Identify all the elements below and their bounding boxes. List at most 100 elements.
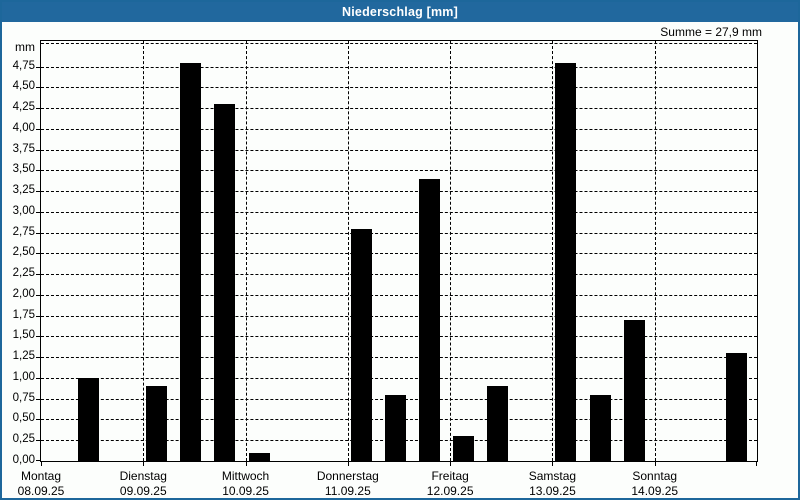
y-tick-label: 2,75 xyxy=(12,225,35,238)
gridline-horizontal xyxy=(41,66,757,68)
y-axis-unit-label: mm xyxy=(15,40,35,54)
gridline-horizontal xyxy=(41,357,757,359)
gridline-horizontal xyxy=(41,108,757,110)
y-tick-label: 2,50 xyxy=(12,246,35,259)
x-axis-date-label: 08.09.25 xyxy=(17,484,65,498)
precipitation-bar xyxy=(350,228,372,461)
y-tick-mark xyxy=(36,377,41,379)
x-axis-date-label: 09.09.25 xyxy=(119,484,167,498)
gridline-horizontal xyxy=(41,191,757,193)
precipitation-bar xyxy=(453,436,475,461)
y-tick-mark xyxy=(36,294,41,296)
gridline-horizontal xyxy=(41,315,757,317)
y-tick-label: 0,00 xyxy=(12,454,35,466)
y-tick-mark xyxy=(36,460,41,461)
y-tick-mark xyxy=(36,108,41,110)
gridline-vertical xyxy=(347,41,349,461)
gridline-horizontal xyxy=(41,170,757,172)
precipitation-bar xyxy=(214,104,236,461)
y-tick-label: 4,50 xyxy=(12,80,35,93)
y-tick-mark xyxy=(36,149,41,151)
y-tick-mark xyxy=(36,315,41,317)
y-tick-label: 0,75 xyxy=(12,391,35,404)
x-tick-mark xyxy=(245,461,247,466)
x-axis-day-label: Mittwoch xyxy=(221,469,270,483)
y-tick-label: 4,75 xyxy=(12,59,35,72)
y-tick-label: 1,00 xyxy=(12,370,35,383)
precipitation-bar xyxy=(487,386,509,461)
precipitation-bar xyxy=(180,62,202,461)
sum-label: Summe = 27,9 mm xyxy=(660,25,762,39)
window-titlebar: Niederschlag [mm] xyxy=(2,2,798,22)
y-tick-label: 3,25 xyxy=(12,184,35,197)
gridline-horizontal xyxy=(41,336,757,338)
gridline-horizontal xyxy=(41,232,757,234)
gridline-vertical xyxy=(552,41,554,461)
y-tick-label: 3,50 xyxy=(12,163,35,176)
precipitation-bar xyxy=(384,394,406,461)
y-tick-label: 1,25 xyxy=(12,350,35,363)
y-tick-mark xyxy=(36,274,41,276)
gridline-vertical xyxy=(245,41,247,461)
x-axis-day-label: Donnerstag xyxy=(316,469,379,483)
precipitation-bar xyxy=(146,386,168,461)
gridline-horizontal xyxy=(41,294,757,296)
chart-title: Niederschlag [mm] xyxy=(342,5,458,19)
x-axis-date-label: 12.09.25 xyxy=(426,484,474,498)
y-tick-mark xyxy=(36,170,41,172)
y-tick-mark xyxy=(36,357,41,359)
x-axis-day-label: Freitag xyxy=(431,469,469,483)
precipitation-bar xyxy=(623,319,645,461)
y-tick-label: 4,00 xyxy=(12,121,35,134)
y-tick-mark xyxy=(36,398,41,400)
y-tick-mark xyxy=(36,211,41,213)
x-axis-date-label: 13.09.25 xyxy=(529,484,576,498)
x-axis-date-label: 10.09.25 xyxy=(222,484,269,498)
x-axis-date-label: 14.09.25 xyxy=(631,484,679,498)
precipitation-bar xyxy=(555,62,577,461)
y-tick-label: 4,25 xyxy=(12,101,35,114)
y-tick-label: 1,50 xyxy=(12,329,35,342)
x-tick-mark xyxy=(450,461,452,466)
y-tick-label: 1,75 xyxy=(12,308,35,321)
y-tick-label: 0,50 xyxy=(12,412,35,425)
y-tick-mark xyxy=(36,191,41,193)
y-tick-label: 3,75 xyxy=(12,142,35,155)
gridline-horizontal xyxy=(41,274,757,276)
x-axis-day-label: Montag xyxy=(20,469,62,483)
x-tick-mark xyxy=(654,461,656,466)
y-tick-mark xyxy=(36,336,41,338)
y-tick-mark xyxy=(36,253,41,255)
x-tick-mark xyxy=(41,461,42,466)
gridline-horizontal xyxy=(41,87,757,89)
y-tick-mark xyxy=(36,128,41,130)
x-axis-date-label: 11.09.25 xyxy=(324,484,371,498)
y-tick-label: 3,00 xyxy=(12,204,35,217)
plot-area: mm 0,00 0,25 0,50 0,75 1,00 1,25 1,50 1,75 2,00 2… xyxy=(13,40,758,498)
x-tick-mark xyxy=(552,461,554,466)
gridline-horizontal xyxy=(41,211,757,213)
gridline-vertical xyxy=(143,41,145,461)
x-axis-day-label: Sonntag xyxy=(632,469,678,483)
gridline-horizontal xyxy=(41,128,757,130)
y-tick-mark xyxy=(36,419,41,421)
gridline-vertical xyxy=(654,41,656,461)
x-tick-mark xyxy=(347,461,349,466)
precipitation-bar xyxy=(248,452,270,461)
x-axis-day-label: Dienstag xyxy=(119,469,167,483)
gridline-horizontal xyxy=(41,253,757,255)
y-tick-label: 2,00 xyxy=(12,287,35,300)
y-tick-mark xyxy=(36,232,41,234)
x-tick-mark xyxy=(143,461,145,466)
gridline-horizontal xyxy=(41,149,757,151)
precipitation-bar xyxy=(78,377,100,461)
y-tick-mark xyxy=(36,66,41,68)
gridline-horizontal-top xyxy=(41,43,757,44)
y-tick-label: 0,25 xyxy=(12,433,35,446)
y-tick-mark xyxy=(36,440,41,442)
gridline-vertical xyxy=(450,41,452,461)
x-axis-day-label: Samstag xyxy=(528,469,577,483)
precipitation-bar xyxy=(419,178,441,461)
y-tick-mark xyxy=(36,87,41,89)
